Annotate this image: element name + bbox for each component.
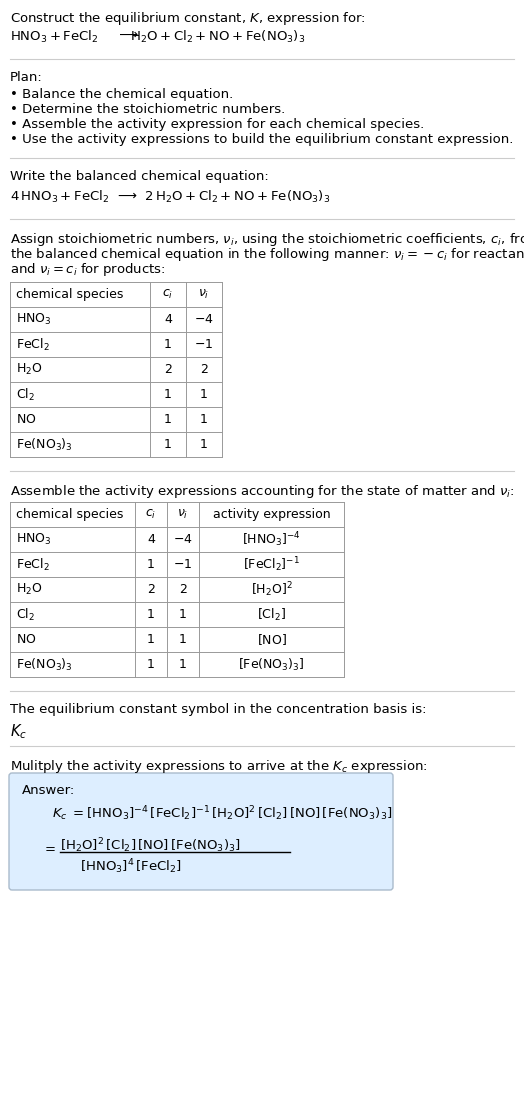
Text: $[\mathrm{H_2O}]^{2}\,[\mathrm{Cl_2}]\,[\mathrm{NO}]\,[\mathrm{Fe(NO_3)_3}]$: $[\mathrm{H_2O}]^{2}\,[\mathrm{Cl_2}]\,[…: [60, 835, 241, 855]
Text: $\mathrm{H_2O}$: $\mathrm{H_2O}$: [16, 362, 42, 377]
Text: 1: 1: [147, 633, 155, 646]
Text: Mulitply the activity expressions to arrive at the $K_c$ expression:: Mulitply the activity expressions to arr…: [10, 758, 428, 775]
Text: $-4$: $-4$: [194, 313, 214, 326]
Text: $-4$: $-4$: [173, 533, 193, 546]
Text: $[\mathrm{HNO_3}]^{4}\,[\mathrm{FeCl_2}]$: $[\mathrm{HNO_3}]^{4}\,[\mathrm{FeCl_2}]…: [80, 857, 182, 876]
Text: $\mathrm{FeCl_2}$: $\mathrm{FeCl_2}$: [16, 336, 50, 353]
Text: $c_i$: $c_i$: [145, 508, 157, 521]
Text: • Use the activity expressions to build the equilibrium constant expression.: • Use the activity expressions to build …: [10, 132, 514, 146]
Text: $\mathrm{4\,HNO_3 + FeCl_2}$  ⟶  $\mathrm{2\,H_2O + Cl_2 + NO + Fe(NO_3)_3}$: $\mathrm{4\,HNO_3 + FeCl_2}$ ⟶ $\mathrm{…: [10, 189, 330, 205]
Text: • Determine the stoichiometric numbers.: • Determine the stoichiometric numbers.: [10, 103, 285, 116]
Text: $=$: $=$: [42, 841, 56, 854]
Text: 1: 1: [200, 438, 208, 451]
Text: $K_c$ $= [\mathrm{HNO_3}]^{-4}\,[\mathrm{FeCl_2}]^{-1}\,[\mathrm{H_2O}]^{2}\,[\m: $K_c$ $= [\mathrm{HNO_3}]^{-4}\,[\mathrm…: [52, 804, 392, 822]
Text: $K_c$: $K_c$: [10, 722, 27, 740]
Text: $[\mathrm{Fe(NO_3)_3}]$: $[\mathrm{Fe(NO_3)_3}]$: [238, 656, 305, 672]
Text: 4: 4: [164, 313, 172, 326]
Text: $\mathrm{Fe(NO_3)_3}$: $\mathrm{Fe(NO_3)_3}$: [16, 656, 73, 672]
Text: Answer:: Answer:: [22, 784, 75, 797]
Text: 1: 1: [164, 388, 172, 401]
Text: Plan:: Plan:: [10, 71, 43, 84]
Text: 2: 2: [200, 364, 208, 376]
Text: $\mathrm{HNO_3}$: $\mathrm{HNO_3}$: [16, 532, 51, 548]
Text: $\mathrm{NO}$: $\mathrm{NO}$: [16, 413, 37, 426]
Text: Construct the equilibrium constant, $K$, expression for:: Construct the equilibrium constant, $K$,…: [10, 10, 366, 27]
Text: 1: 1: [147, 608, 155, 621]
Text: • Balance the chemical equation.: • Balance the chemical equation.: [10, 88, 233, 101]
FancyBboxPatch shape: [9, 773, 393, 890]
Text: $[\mathrm{FeCl_2}]^{-1}$: $[\mathrm{FeCl_2}]^{-1}$: [243, 555, 300, 574]
Text: $\mathrm{FeCl_2}$: $\mathrm{FeCl_2}$: [16, 556, 50, 573]
Text: • Assemble the activity expression for each chemical species.: • Assemble the activity expression for e…: [10, 118, 424, 131]
Text: $\nu_i$: $\nu_i$: [177, 508, 189, 521]
Text: chemical species: chemical species: [16, 288, 123, 301]
Text: 1: 1: [200, 413, 208, 426]
Text: Assign stoichiometric numbers, $\nu_i$, using the stoichiometric coefficients, $: Assign stoichiometric numbers, $\nu_i$, …: [10, 231, 524, 247]
Text: 1: 1: [200, 388, 208, 401]
Text: 2: 2: [164, 364, 172, 376]
Text: $\mathrm{Fe(NO_3)_3}$: $\mathrm{Fe(NO_3)_3}$: [16, 437, 73, 452]
Text: ⟶: ⟶: [115, 28, 143, 42]
Text: 1: 1: [179, 608, 187, 621]
Text: $\mathrm{H_2O}$: $\mathrm{H_2O}$: [16, 581, 42, 597]
Text: $\mathrm{Cl_2}$: $\mathrm{Cl_2}$: [16, 607, 35, 623]
Text: 1: 1: [179, 658, 187, 671]
Text: and $\nu_i = c_i$ for products:: and $\nu_i = c_i$ for products:: [10, 261, 166, 278]
Text: the balanced chemical equation in the following manner: $\nu_i = -c_i$ for react: the balanced chemical equation in the fo…: [10, 246, 524, 263]
Text: $[\mathrm{Cl_2}]$: $[\mathrm{Cl_2}]$: [257, 607, 286, 623]
Text: Assemble the activity expressions accounting for the state of matter and $\nu_i$: Assemble the activity expressions accoun…: [10, 483, 515, 500]
Text: 2: 2: [179, 583, 187, 596]
Text: $\mathrm{NO}$: $\mathrm{NO}$: [16, 633, 37, 646]
Text: $[\mathrm{NO}]$: $[\mathrm{NO}]$: [257, 632, 287, 647]
Text: $\mathrm{HNO_3}$: $\mathrm{HNO_3}$: [16, 312, 51, 327]
Text: 1: 1: [164, 338, 172, 351]
Text: 1: 1: [147, 658, 155, 671]
Text: $\mathrm{HNO_3 + FeCl_2}$: $\mathrm{HNO_3 + FeCl_2}$: [10, 28, 99, 45]
Text: $[\mathrm{HNO_3}]^{-4}$: $[\mathrm{HNO_3}]^{-4}$: [242, 530, 301, 549]
Text: 4: 4: [147, 533, 155, 546]
Text: The equilibrium constant symbol in the concentration basis is:: The equilibrium constant symbol in the c…: [10, 703, 427, 716]
Text: $[\mathrm{H_2O}]^{2}$: $[\mathrm{H_2O}]^{2}$: [250, 580, 292, 599]
Text: Write the balanced chemical equation:: Write the balanced chemical equation:: [10, 170, 269, 183]
Text: $-1$: $-1$: [173, 558, 193, 570]
Text: 1: 1: [164, 413, 172, 426]
Text: $-1$: $-1$: [194, 338, 214, 351]
Text: 1: 1: [179, 633, 187, 646]
Text: chemical species: chemical species: [16, 508, 123, 521]
Text: $\mathrm{H_2O + Cl_2 + NO + Fe(NO_3)_3}$: $\mathrm{H_2O + Cl_2 + NO + Fe(NO_3)_3}$: [130, 28, 305, 45]
Text: activity expression: activity expression: [213, 508, 330, 521]
Text: 1: 1: [147, 558, 155, 570]
Text: $c_i$: $c_i$: [162, 288, 173, 301]
Text: 1: 1: [164, 438, 172, 451]
Text: $\mathrm{Cl_2}$: $\mathrm{Cl_2}$: [16, 387, 35, 403]
Text: 2: 2: [147, 583, 155, 596]
Text: $\nu_i$: $\nu_i$: [198, 288, 210, 301]
